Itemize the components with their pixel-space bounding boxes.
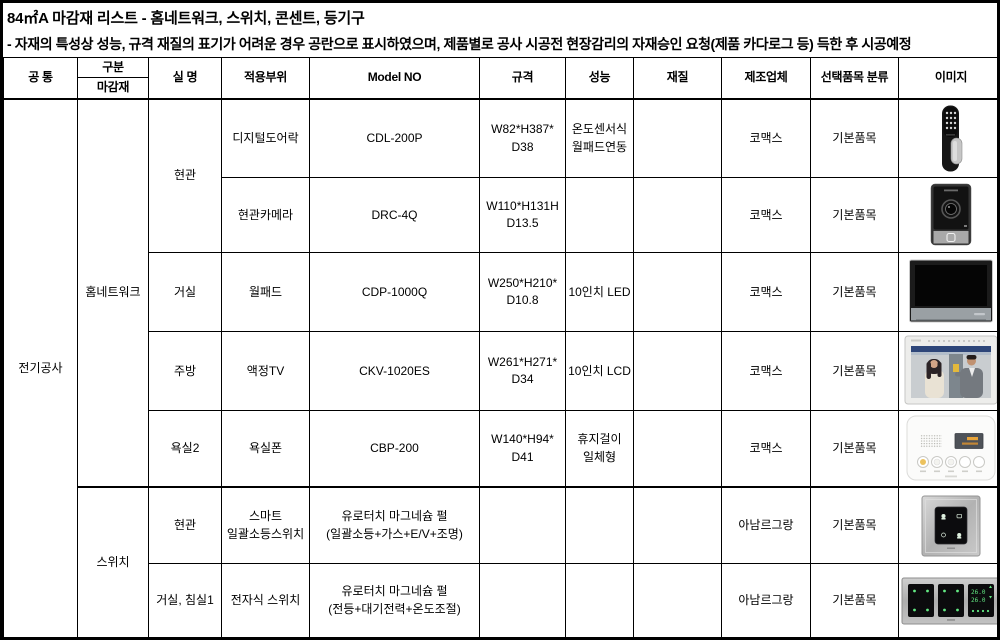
- cell-image: [898, 97, 997, 179]
- cell-model-no: CDL-200P: [309, 97, 480, 179]
- wall-pad-image: [909, 259, 993, 323]
- header-common: 공 통: [3, 56, 78, 100]
- cell-part: 월패드: [221, 252, 310, 333]
- cell-material: [633, 177, 722, 254]
- cell-part: 스마트 일괄소등스위치: [221, 485, 310, 565]
- cell-part: 전자식 스위치: [221, 563, 310, 637]
- cell-option-class: 기본품목: [810, 485, 899, 565]
- document-title: 84㎡A 마감재 리스트 - 홈네트워크, 스위치, 콘센트, 등기구: [7, 10, 365, 27]
- cell-room: 현관: [148, 97, 222, 254]
- cell-room: 욕실2: [148, 410, 222, 488]
- cell-option-class: 기본품목: [810, 177, 899, 254]
- header-image: 이미지: [898, 56, 997, 100]
- cell-material: [633, 563, 722, 637]
- svg-text:26.0: 26.0: [971, 597, 986, 604]
- cell-option-class: 기본품목: [810, 563, 899, 637]
- cell-group-homenetwork: 홈네트워크: [77, 97, 149, 488]
- door-camera-image: [930, 184, 972, 246]
- cell-spec: W250*H210* D10.8: [479, 252, 566, 333]
- svg-text:26.0: 26.0: [971, 589, 986, 596]
- cell-spec: [479, 563, 566, 637]
- header-manufacturer: 제조업체: [721, 56, 811, 100]
- cell-performance: [565, 177, 634, 254]
- cell-manufacturer: 코맥스: [721, 252, 811, 333]
- cell-image: [898, 331, 997, 412]
- smart-switch-image: [921, 495, 981, 557]
- cell-common-value: 전기공사: [3, 97, 78, 637]
- cell-material: [633, 252, 722, 333]
- cell-room: 거실: [148, 252, 222, 333]
- cell-spec: W140*H94* D41: [479, 410, 566, 488]
- electronic-switch-image: 26.0 26.0: [901, 577, 997, 625]
- cell-part: 디지털도어락: [221, 97, 310, 179]
- header-category: 구분: [77, 56, 149, 79]
- kitchen-lcd-tv-image: [904, 335, 997, 405]
- cell-performance: 휴지걸이 일체형: [565, 410, 634, 488]
- material-spec-table: 공 통 구분 실 명 적용부위 Model NO 규격 성능 재질 제조업체 선…: [3, 56, 997, 637]
- cell-model-no: DRC-4Q: [309, 177, 480, 254]
- cell-group-switch: 스위치: [77, 485, 149, 637]
- cell-model-no: CDP-1000Q: [309, 252, 480, 333]
- cell-image: [898, 252, 997, 333]
- cell-model-no: CKV-1020ES: [309, 331, 480, 412]
- cell-room: 거실, 침실1: [148, 563, 222, 637]
- document-note: - 자재의 특성상 성능, 규격 재질의 표기가 어려운 경우 공란으로 표시하…: [7, 36, 912, 52]
- cell-part: 현관카메라: [221, 177, 310, 254]
- cell-option-class: 기본품목: [810, 410, 899, 488]
- cell-spec: [479, 485, 566, 565]
- cell-image: [898, 410, 997, 488]
- cell-manufacturer: 아남르그랑: [721, 485, 811, 565]
- header-performance: 성능: [565, 56, 634, 100]
- cell-material: [633, 97, 722, 179]
- cell-manufacturer: 코맥스: [721, 331, 811, 412]
- cell-performance: 10인치 LED: [565, 252, 634, 333]
- cell-model-no: CBP-200: [309, 410, 480, 488]
- cell-manufacturer: 코맥스: [721, 97, 811, 179]
- cell-model-no: 유로터치 마그네슘 펄 (일괄소등+가스+E/V+조명): [309, 485, 480, 565]
- cell-spec: W82*H387* D38: [479, 97, 566, 179]
- cell-part: 욕실폰: [221, 410, 310, 488]
- digital-door-lock-image: [942, 105, 963, 172]
- cell-material: [633, 410, 722, 488]
- header-finish-material: 마감재: [77, 77, 149, 100]
- header-part: 적용부위: [221, 56, 310, 100]
- title-block: 84㎡A 마감재 리스트 - 홈네트워크, 스위치, 콘센트, 등기구 - 자재…: [3, 3, 997, 57]
- header-model-no: Model NO: [309, 56, 480, 100]
- cell-performance: 온도센서식 월패드연동: [565, 97, 634, 179]
- cell-manufacturer: 코맥스: [721, 177, 811, 254]
- header-material: 재질: [633, 56, 722, 100]
- cell-image: [898, 177, 997, 254]
- cell-room: 주방: [148, 331, 222, 412]
- cell-manufacturer: 코맥스: [721, 410, 811, 488]
- cell-image: [898, 485, 997, 565]
- cell-material: [633, 331, 722, 412]
- cell-performance: [565, 563, 634, 637]
- cell-spec: W261*H271* D34: [479, 331, 566, 412]
- cell-option-class: 기본품목: [810, 97, 899, 179]
- cell-model-no: 유로터치 마그네슘 펄 (전등+대기전력+온도조절): [309, 563, 480, 637]
- cell-image: 26.0 26.0: [898, 563, 997, 637]
- cell-manufacturer: 아남르그랑: [721, 563, 811, 637]
- header-option-class: 선택품목 분류: [810, 56, 899, 100]
- cell-option-class: 기본품목: [810, 252, 899, 333]
- cell-performance: 10인치 LCD: [565, 331, 634, 412]
- header-spec: 규격: [479, 56, 566, 100]
- cell-room: 현관: [148, 485, 222, 565]
- header-room: 실 명: [148, 56, 222, 100]
- cell-material: [633, 485, 722, 565]
- cell-option-class: 기본품목: [810, 331, 899, 412]
- cell-spec: W110*H131H D13.5: [479, 177, 566, 254]
- cell-part: 액정TV: [221, 331, 310, 412]
- cell-performance: [565, 485, 634, 565]
- bathroom-phone-image: [906, 415, 996, 481]
